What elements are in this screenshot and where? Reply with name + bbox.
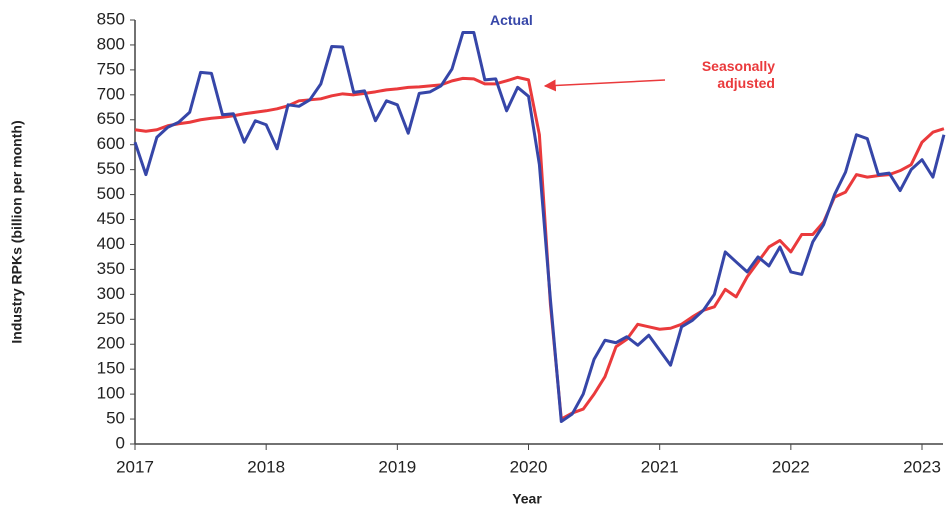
y-tick-label: 400: [97, 234, 125, 253]
series-line: [134, 75, 945, 421]
y-tick-label: 700: [97, 84, 125, 103]
y-tick-label: 200: [97, 334, 125, 353]
x-tick-label: 2020: [510, 457, 548, 476]
y-tick-label: 350: [97, 259, 125, 278]
y-tick-label: 800: [97, 34, 125, 53]
y-axis-title: Industry RPKs (billion per month): [9, 120, 25, 343]
y-tick-label: 300: [97, 284, 125, 303]
x-tick-label: 2023: [903, 457, 941, 476]
y-tick-label: 600: [97, 134, 125, 153]
y-tick-label: 0: [116, 433, 125, 452]
annotation-text: Actual: [490, 12, 533, 28]
x-tick-label: 2018: [247, 457, 285, 476]
y-tick-label: 450: [97, 209, 125, 228]
y-tick-label: 50: [106, 409, 125, 428]
y-tick-label: 100: [97, 384, 125, 403]
x-tick-label: 2021: [641, 457, 679, 476]
x-axis-title: Year: [512, 491, 542, 507]
x-tick-label: 2019: [378, 457, 416, 476]
y-tick-label: 650: [97, 109, 125, 128]
y-tick-label: 750: [97, 59, 125, 78]
y-tick-label: 550: [97, 159, 125, 178]
x-tick-label: 2017: [116, 457, 154, 476]
y-tick-label: 150: [97, 359, 125, 378]
annotation-text: Seasonally adjusted: [701, 58, 775, 91]
annotation-arrow: [543, 79, 666, 92]
y-tick-label: 850: [97, 9, 125, 28]
y-tick-label: 500: [97, 184, 125, 203]
annotation-seasonal: Seasonally adjusted: [660, 58, 775, 92]
x-tick-label: 2022: [772, 457, 810, 476]
y-tick-label: 250: [97, 309, 125, 328]
annotation-actual: Actual: [490, 12, 533, 29]
series-line: [133, 30, 946, 424]
